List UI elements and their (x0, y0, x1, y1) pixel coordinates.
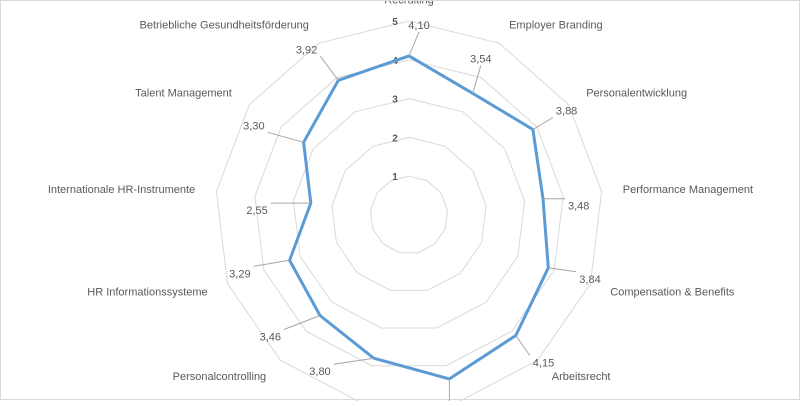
leader-line (333, 357, 374, 365)
grid-ring-4 (254, 59, 564, 367)
tick-label: 1 (392, 172, 398, 183)
data-label: 3,48 (568, 201, 589, 213)
data-label: 3,92 (296, 44, 317, 56)
grid-ring-1 (369, 175, 449, 254)
category-label: Personalcontrolling (173, 371, 267, 383)
leader-line (319, 55, 339, 81)
data-label: 3,84 (579, 274, 600, 286)
leader-line (408, 31, 420, 57)
leader-line-layer (253, 31, 577, 403)
data-label: 4,15 (533, 358, 554, 370)
category-label: Recruiting (384, 1, 434, 7)
data-label: 3,88 (556, 106, 577, 118)
series-line (288, 54, 550, 381)
data-label: 4,10 (408, 20, 429, 32)
tick-label: 2 (392, 133, 398, 144)
grid-ring-2 (331, 136, 487, 291)
data-label: 3,80 (309, 366, 330, 378)
data-label: 3,29 (229, 268, 250, 280)
data-label-layer: 4,103,543,883,483,844,154,353,803,463,29… (229, 20, 601, 406)
leader-line (548, 267, 577, 273)
leader-line (267, 131, 304, 143)
category-label: Employer Branding (509, 19, 603, 31)
category-label: Talent Management (135, 88, 232, 100)
category-label: Performance Management (623, 184, 753, 196)
data-label: 3,46 (260, 332, 281, 344)
data-label: 3,30 (243, 120, 264, 132)
leader-line (532, 117, 554, 130)
category-label-layer: Recruiting Employer Branding Personalentwi… (48, 0, 753, 383)
leader-line (283, 315, 321, 330)
leader-line (253, 259, 290, 267)
category-label: Betriebliche Gesundheitsförderung (140, 19, 309, 31)
grid-ring-3 (292, 98, 526, 329)
tick-label: 5 (392, 17, 398, 28)
leader-line (515, 335, 531, 356)
category-label: Arbeitsrecht (552, 371, 611, 383)
leader-line (472, 65, 482, 94)
series-layer (288, 54, 550, 381)
tick-label: 3 (392, 95, 398, 106)
data-label: 2,55 (246, 205, 267, 217)
category-label: Personalentwicklung (586, 88, 687, 100)
data-label: 3,54 (470, 53, 491, 65)
category-label: Internationale HR-Instrumente (48, 184, 195, 196)
category-label: HR Informationssysteme (87, 286, 207, 298)
category-label: Compensation & Benefits (610, 286, 735, 298)
